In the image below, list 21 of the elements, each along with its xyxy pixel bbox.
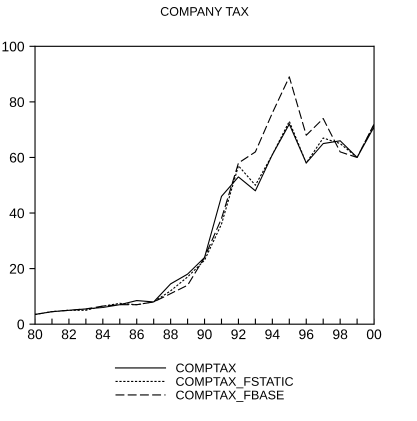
x-tick-label: 82 — [62, 329, 76, 340]
x-tick-label: 88 — [164, 329, 178, 340]
x-tick-label: 90 — [197, 329, 212, 340]
y-tick-label: 0 — [17, 320, 24, 330]
x-tick-label: 84 — [96, 329, 110, 340]
y-tick-label: 40 — [9, 208, 24, 218]
legend-label: COMPTAX_FBASE — [176, 390, 284, 402]
legend-label: COMPTAX — [176, 364, 236, 372]
x-tick-label: 96 — [299, 329, 314, 340]
y-tick-label: 100 — [2, 42, 24, 52]
x-tick-label: 92 — [231, 329, 246, 340]
y-tick-label: 20 — [10, 264, 24, 274]
x-tick-label: 94 — [265, 329, 280, 340]
x-tick-label: 98 — [333, 329, 348, 340]
x-tick-label: 80 — [28, 329, 42, 340]
y-tick-label: 80 — [10, 97, 24, 108]
chart-title: COMPANY TAX — [160, 7, 249, 16]
y-tick-label: 60 — [10, 152, 24, 163]
x-tick-label: 86 — [130, 329, 144, 340]
legend-label: COMPTAX_FSTATIC — [176, 377, 294, 388]
x-tick-label: 00 — [366, 329, 382, 340]
